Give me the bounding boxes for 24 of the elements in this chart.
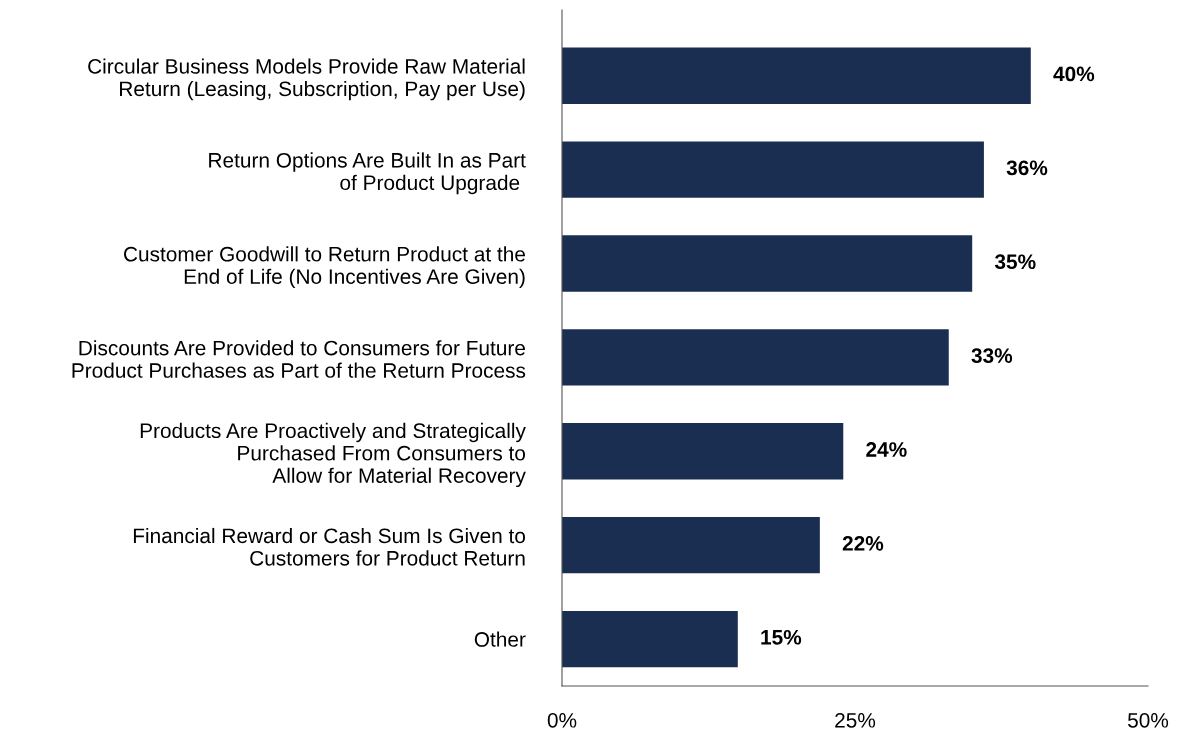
data-label: 40% xyxy=(1053,66,1095,82)
data-label: 22% xyxy=(842,536,884,551)
bar xyxy=(562,610,738,668)
y-tick-label: Circular Business Models Provide Raw Material Return (Leasing, Subscription, Pay per Use) xyxy=(88,58,525,101)
bar xyxy=(562,329,949,386)
x-tick-label: 0% xyxy=(547,712,577,728)
y-tick-label: Products Are Proactively and Strategically Purchased From Consumers to Allow for Material Recovery xyxy=(140,422,526,488)
y-tick-label: Return Options Are Built In as Part of Product Upgrade xyxy=(209,152,526,195)
y-tick-label: Other xyxy=(474,631,526,647)
x-tick-label: 50% xyxy=(1127,712,1169,728)
data-label: 35% xyxy=(994,254,1036,270)
bar xyxy=(562,47,1031,104)
bar xyxy=(562,423,844,480)
y-tick-label: Financial Reward or Cash Sum Is Given to Customers for Product Return xyxy=(133,527,526,566)
data-label: 36% xyxy=(1006,160,1048,176)
data-label: 24% xyxy=(866,442,907,457)
x-tick-label: 25% xyxy=(835,712,876,728)
data-label: 15% xyxy=(761,629,802,645)
y-tick-label: Customer Goodwill to Return Product at the End of Life (No Incentives Are Given) xyxy=(124,246,525,289)
bar xyxy=(562,235,973,292)
y-tick-label: Discounts Are Provided to Consumers for Future Product Purchases as Part of the Return Process xyxy=(72,340,526,378)
data-label: 33% xyxy=(971,348,1013,364)
bar xyxy=(562,141,984,198)
bar xyxy=(562,517,820,574)
